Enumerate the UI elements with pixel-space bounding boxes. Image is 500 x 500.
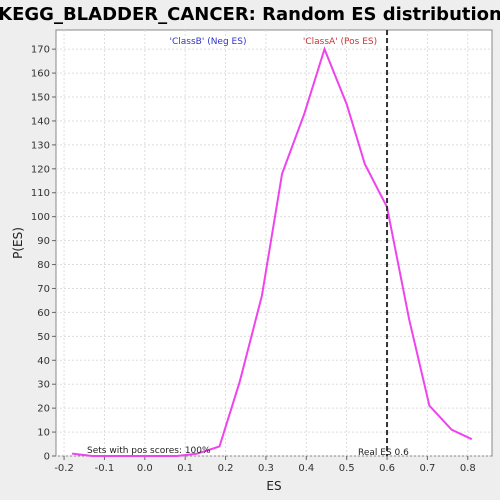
y-axis-title: P(ES) — [11, 227, 25, 259]
x-tick-label: 0.1 — [177, 463, 193, 474]
y-tick-label: 160 — [31, 69, 50, 80]
x-tick-label: 0.7 — [419, 463, 435, 474]
y-tick-label: 120 — [31, 164, 50, 175]
plot-area — [55, 29, 493, 457]
y-tick-label: 110 — [31, 188, 50, 199]
y-tick-label: 90 — [37, 236, 50, 247]
y-tick-label: 30 — [37, 380, 50, 391]
y-tick-label: 60 — [37, 308, 50, 319]
y-tick-label: 50 — [37, 332, 50, 343]
y-tick-label: 0 — [44, 452, 50, 463]
y-tick-label: 100 — [31, 212, 50, 223]
y-tick-label: 170 — [31, 45, 50, 56]
real-es-label: Real ES 0.6 — [358, 448, 409, 458]
x-tick-label: 0.4 — [298, 463, 314, 474]
x-tick-label: -0.1 — [95, 463, 115, 474]
es-distribution-line — [71, 46, 473, 457]
y-tick-label: 20 — [37, 404, 50, 415]
x-tick-label: 0.2 — [218, 463, 234, 474]
y-tick-label: 40 — [37, 356, 50, 367]
pos-es-label: 'ClassA' (Pos ES) — [303, 37, 377, 47]
x-tick-label: 0.8 — [460, 463, 476, 474]
x-tick-label: 0.3 — [258, 463, 274, 474]
chart-title: KEGG_BLADDER_CANCER: Random ES distribut… — [0, 4, 500, 25]
y-tick-label: 130 — [31, 140, 50, 151]
y-tick-label: 10 — [37, 428, 50, 439]
annotations: 'ClassB' (Neg ES) 'ClassA' (Pos ES) Sets… — [87, 37, 409, 458]
series-layer — [71, 30, 473, 457]
x-axis-title: ES — [266, 479, 281, 493]
y-tick-label: 150 — [31, 93, 50, 104]
pos-scores-label: Sets with pos scores: 100% — [87, 446, 211, 456]
x-tick-label: 0.0 — [137, 463, 153, 474]
y-tick-label: 70 — [37, 284, 50, 295]
y-tick-label: 80 — [37, 260, 50, 271]
y-tick-label: 140 — [31, 116, 50, 127]
neg-es-label: 'ClassB' (Neg ES) — [170, 37, 247, 47]
x-tick-label: 0.5 — [339, 463, 355, 474]
x-tick-label: -0.2 — [54, 463, 74, 474]
grid — [56, 30, 492, 457]
x-tick-label: 0.6 — [379, 463, 395, 474]
